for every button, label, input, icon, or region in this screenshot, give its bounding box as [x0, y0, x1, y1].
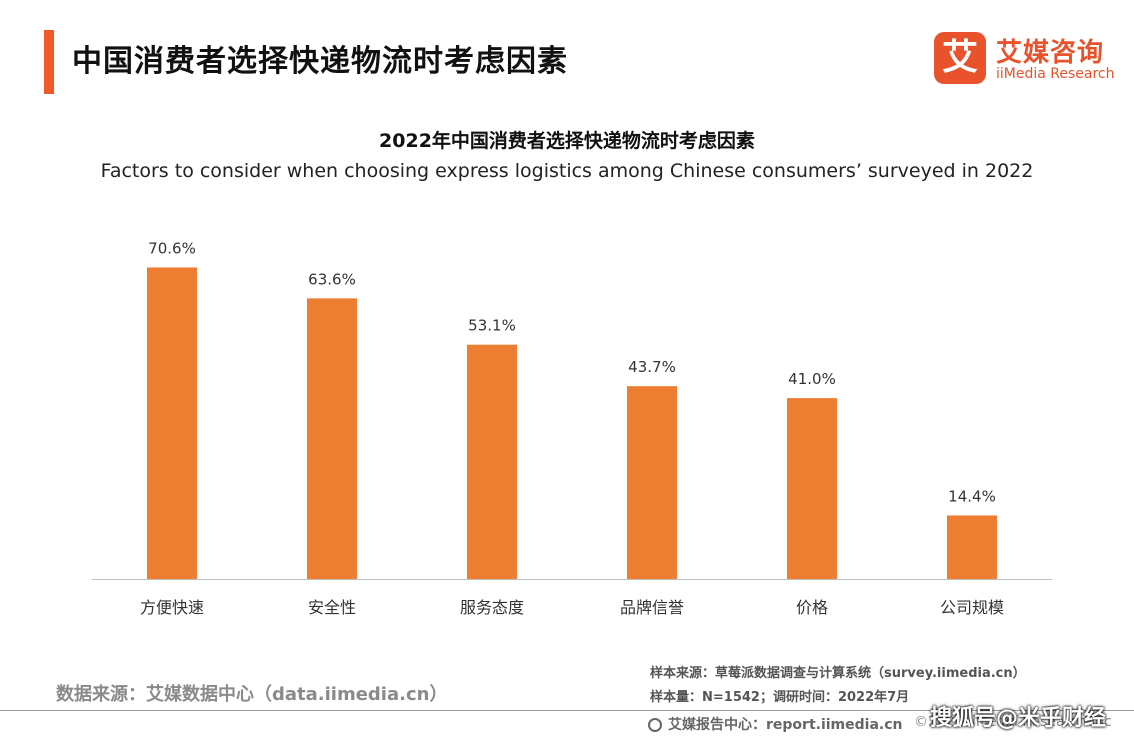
copyright: ©2022 iiMedia Research Inc — [914, 714, 1112, 730]
category-label-1: 安全性 — [308, 598, 356, 617]
globe-icon — [648, 718, 662, 732]
bar-2 — [467, 344, 517, 579]
data-label-2: 53.1% — [468, 317, 516, 335]
footer-divider — [0, 710, 1134, 711]
bar-3 — [627, 386, 677, 579]
category-label-2: 服务态度 — [460, 598, 524, 617]
data-label-5: 14.4% — [948, 487, 996, 505]
chart-subtitle: Factors to consider when choosing expres… — [100, 160, 1034, 182]
bar-0 — [147, 267, 197, 579]
sample-size: 样本量：N=1542；调研时间：2022年7月 — [650, 690, 910, 705]
bar-4 — [787, 398, 837, 579]
category-label-4: 价格 — [796, 598, 828, 617]
bar-1 — [307, 298, 357, 579]
watermark: 搜狐号@米乎财经 — [930, 706, 1107, 731]
category-label-0: 方便快速 — [140, 598, 204, 617]
page-title: 中国消费者选择快递物流时考虑因素 — [72, 44, 568, 79]
logo-name-cn: 艾媒咨询 — [996, 38, 1105, 68]
data-label-4: 41.0% — [788, 370, 836, 388]
data-label-0: 70.6% — [148, 239, 196, 257]
category-label-3: 品牌信誉 — [620, 598, 684, 617]
chart-title: 2022年中国消费者选择快递物流时考虑因素 — [379, 130, 755, 152]
bar-5 — [947, 515, 997, 579]
data-source: 数据来源：艾媒数据中心（data.iimedia.cn） — [56, 684, 448, 705]
data-label-3: 43.7% — [628, 358, 676, 376]
report-center-text: 艾媒报告中心：report.iimedia.cn — [668, 717, 903, 733]
logo-name-en: iiMedia Research — [996, 66, 1115, 82]
data-label-1: 63.6% — [308, 270, 356, 288]
logo-mark-icon: 艾 — [934, 32, 986, 84]
sample-source: 样本来源：草莓派数据调查与计算系统（survey.iimedia.cn） — [650, 666, 1026, 681]
report-center[interactable]: 艾媒报告中心：report.iimedia.cn — [648, 714, 903, 734]
title-accent-bar — [44, 30, 54, 94]
iimedia-logo: 艾 艾媒咨询 iiMedia Research — [934, 32, 1115, 88]
category-label-5: 公司规模 — [940, 598, 1004, 617]
